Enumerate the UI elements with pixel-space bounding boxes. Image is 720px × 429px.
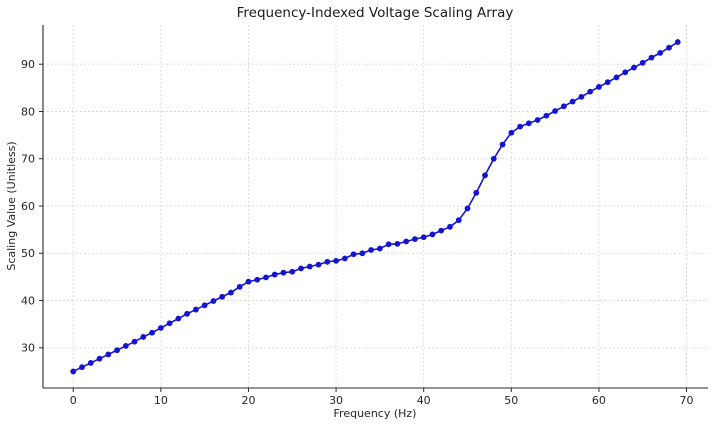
data-point-marker [455,217,462,224]
data-point-marker [263,274,269,281]
data-point-marker [438,227,445,234]
data-point-marker [219,293,226,300]
x-tick-label: 30 [329,394,343,407]
y-tick-label: 90 [21,58,35,71]
data-point-marker [560,103,567,110]
data-point-marker [552,108,559,114]
data-point-marker [350,251,357,258]
data-point-marker [157,325,164,331]
x-axis-label: Frequency (Hz) [334,407,417,420]
data-point-marker [271,271,278,278]
data-point-marker [394,240,401,247]
x-tick-label: 0 [70,394,77,407]
data-point-marker [490,155,497,162]
data-point-marker [674,39,681,45]
data-point-marker [149,329,155,336]
data-point-marker [105,351,112,358]
data-point-marker [122,343,129,349]
grid-lines [43,25,708,388]
data-point-marker [228,289,234,296]
data-point-marker [315,261,322,268]
data-point-marker [289,268,296,275]
x-tick-label: 10 [154,394,168,407]
y-tick-label: 80 [21,105,35,118]
y-axis-label: Scaling Value (Unitless) [5,141,18,270]
data-point-marker [648,54,655,61]
data-point-marker [482,172,488,179]
data-point-marker [420,234,427,241]
x-tick-label: 40 [417,394,431,407]
axis-ticks: 0 10 20 30 40 50 60 70 30 40 50 60 70 80 90 [21,58,694,407]
y-tick-label: 30 [21,342,35,355]
data-point-marker [79,364,85,371]
data-point-marker [639,59,646,66]
y-tick-label: 50 [21,247,35,260]
data-point-marker [166,320,173,327]
data-point-marker [192,306,199,313]
data-point-marker [201,302,208,309]
data-point-marker [517,123,523,130]
data-point-marker [666,44,672,51]
data-point-marker [254,276,261,283]
data-point-marker [604,79,611,86]
data-point-marker [412,236,418,243]
data-point-marker [376,245,383,252]
x-tick-label: 70 [680,394,694,407]
data-point-marker [114,347,120,354]
data-point-marker [236,283,243,290]
data-point-marker [429,231,436,238]
x-tick-label: 60 [592,394,606,407]
data-point-marker [569,98,576,105]
data-point-marker [298,265,304,272]
data-point-marker [525,120,532,127]
data-point-marker [385,241,392,248]
data-point-marker [306,263,313,270]
data-point-marker [613,74,620,81]
data-point-marker [368,247,375,253]
data-point-marker [87,360,94,366]
series-line [72,41,679,373]
data-point-marker [96,355,103,362]
data-point-marker [499,141,506,148]
data-point-marker [403,238,410,245]
data-point-marker [210,298,217,304]
x-tick-label: 20 [241,394,255,407]
data-point-marker [473,189,480,196]
data-point-marker [131,338,138,345]
data-point-marker [534,117,541,123]
data-point-marker [596,84,602,90]
data-point-marker [70,368,77,375]
y-tick-label: 70 [21,153,35,166]
chart-title: Frequency-Indexed Voltage Scaling Array [237,5,514,21]
data-point-marker [175,315,182,322]
data-point-marker [140,334,147,340]
data-point-marker [333,257,339,264]
data-point-marker [447,223,453,230]
data-point-marker [622,69,629,76]
data-point-marker [280,269,287,276]
data-point-marker [245,278,252,285]
line-series [70,39,681,375]
data-point-marker [578,93,585,100]
x-tick-label: 50 [504,394,518,407]
data-point-marker [508,129,515,136]
data-point-marker [184,310,191,317]
data-point-marker [631,64,637,71]
data-point-marker [341,255,348,262]
y-tick-label: 60 [21,200,35,213]
data-point-marker [324,258,331,265]
y-tick-label: 40 [21,294,35,307]
data-point-marker [587,88,594,95]
data-point-marker [657,49,664,56]
data-point-marker [543,112,550,119]
data-point-marker [359,250,366,257]
data-point-marker [464,205,471,212]
